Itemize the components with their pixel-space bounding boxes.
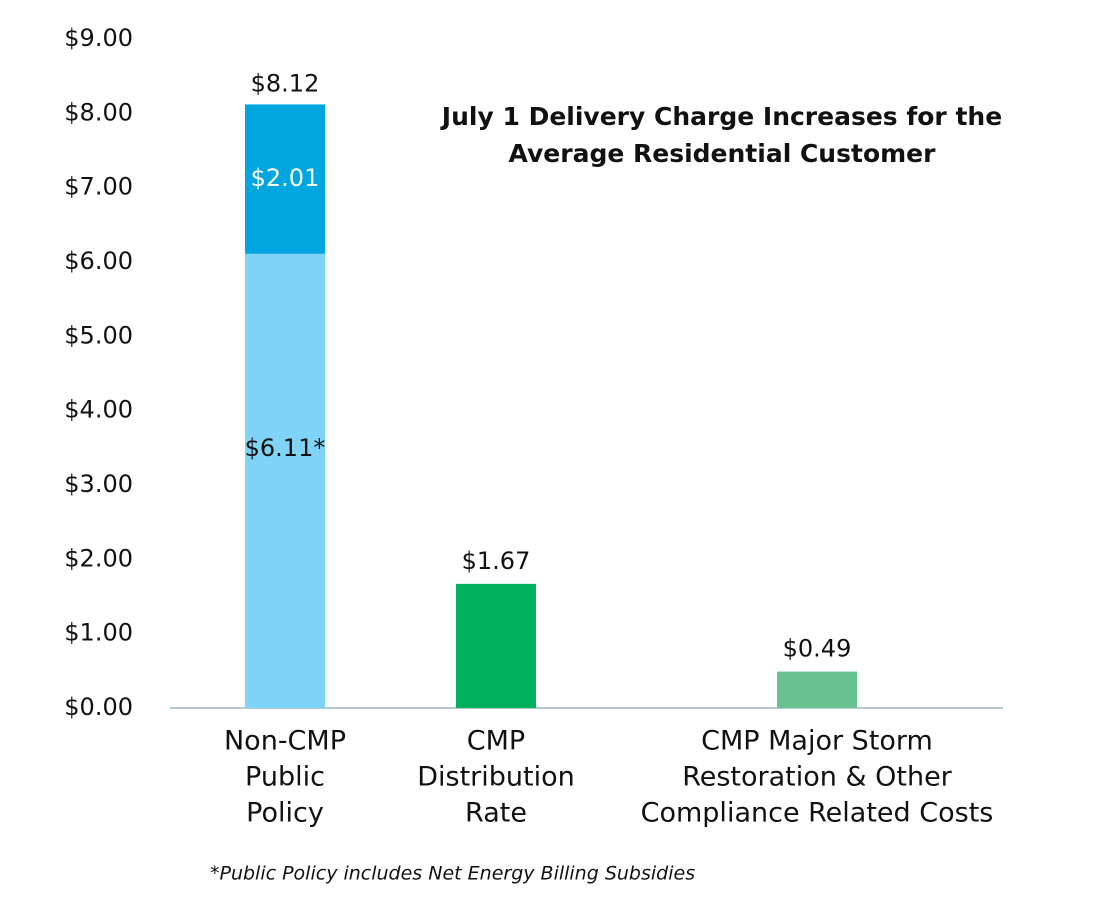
x-tick-label: Non-CMP xyxy=(224,726,346,757)
y-tick-label: $7.00 xyxy=(64,173,133,201)
x-tick-label: CMP Major Storm xyxy=(701,726,933,757)
bar-segment xyxy=(245,104,325,254)
y-tick-label: $2.00 xyxy=(64,544,133,572)
total-label: $8.12 xyxy=(251,69,320,97)
y-tick-label: $5.00 xyxy=(64,321,133,349)
y-tick-label: $3.00 xyxy=(64,470,133,498)
y-tick-label: $1.00 xyxy=(64,619,133,647)
y-tick-label: $9.00 xyxy=(64,24,133,52)
x-tick-label: Restoration & Other xyxy=(682,762,952,793)
chart-title: July 1 Delivery Charge Increases for the xyxy=(440,102,1002,131)
chart-title: Average Residential Customer xyxy=(509,139,937,168)
data-label: $0.49 xyxy=(783,635,852,663)
x-tick-label: Public xyxy=(245,762,325,793)
y-tick-label: $4.00 xyxy=(64,396,133,424)
data-label: $6.11* xyxy=(245,434,326,462)
x-tick-label: Compliance Related Costs xyxy=(641,798,994,829)
y-tick-label: $8.00 xyxy=(64,98,133,126)
x-tick-label: CMP xyxy=(467,726,525,757)
y-tick-label: $0.00 xyxy=(64,693,133,721)
bar-segment xyxy=(777,671,857,708)
bar-segment xyxy=(245,253,325,708)
x-tick-label: Policy xyxy=(246,798,324,829)
x-tick-label: Rate xyxy=(465,798,527,829)
data-label: $1.67 xyxy=(462,547,531,575)
bar-segment xyxy=(456,583,536,708)
y-tick-label: $6.00 xyxy=(64,247,133,275)
data-label: $2.01 xyxy=(251,164,320,192)
footnote: *Public Policy includes Net Energy Billi… xyxy=(210,863,695,885)
x-tick-label: Distribution xyxy=(417,762,575,793)
